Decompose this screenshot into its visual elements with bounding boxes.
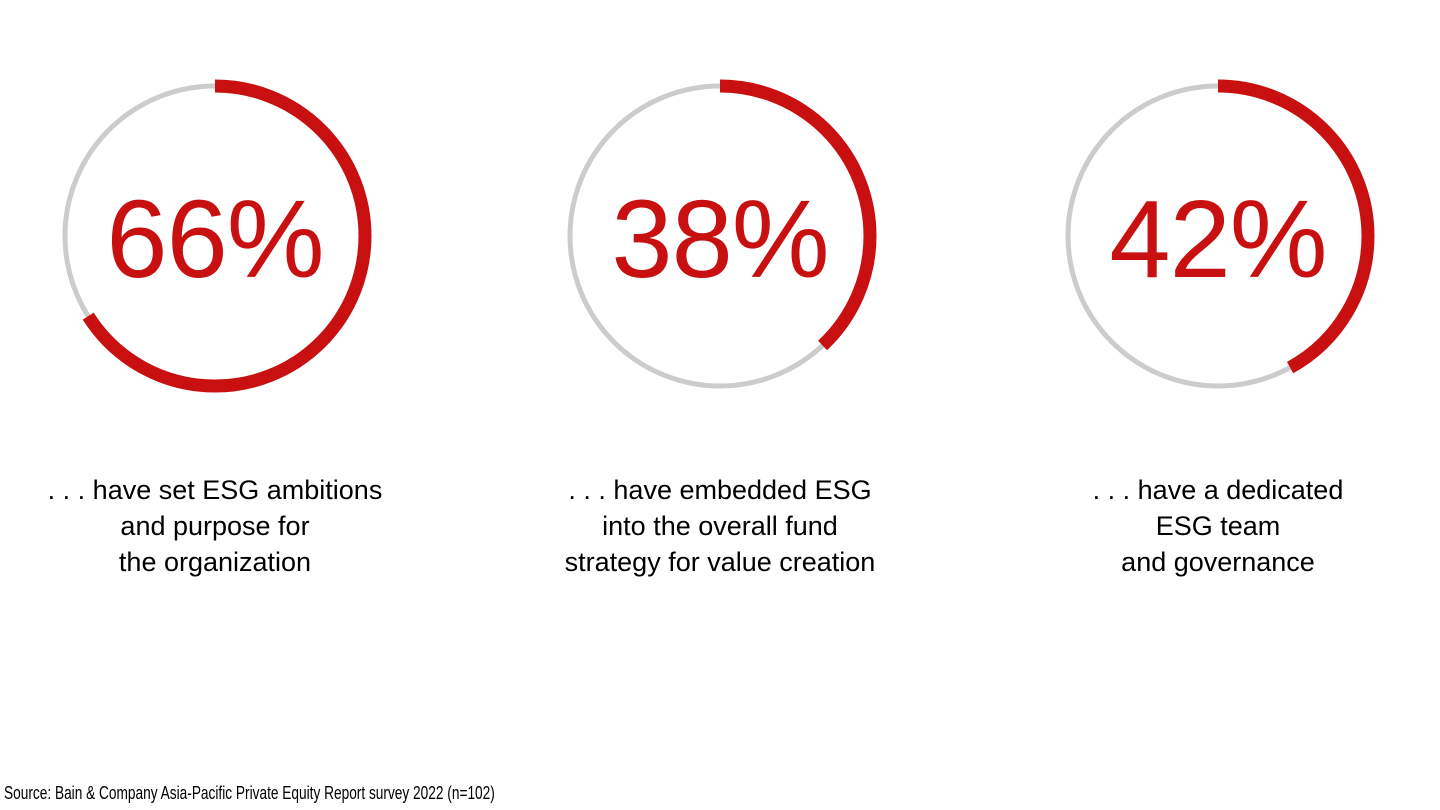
donut-percent-label: 66% (106, 178, 324, 301)
donut-percent-label: 42% (1109, 178, 1327, 301)
donut-svg (1061, 79, 1375, 393)
caption-line: and governance (1121, 547, 1315, 577)
donut-figure-esg-team: 42% . . . have a dedicated ESG team and … (1003, 76, 1433, 580)
donut-caption: . . . have embedded ESG into the overall… (505, 472, 935, 580)
donut-percent-label: 38% (611, 178, 829, 301)
donut-chart: 42% (1058, 76, 1378, 396)
donut-figure-esg-ambitions: 66% . . . have set ESG ambitions and pur… (0, 76, 430, 580)
caption-line: into the overall fund (602, 511, 838, 541)
donut-figure-esg-fund-strategy: 38% . . . have embedded ESG into the ove… (505, 76, 935, 580)
caption-line: strategy for value creation (564, 547, 876, 577)
donut-value-arc (1061, 79, 1375, 393)
donut-caption: . . . have a dedicated ESG team and gove… (1003, 472, 1433, 580)
source-note: Source: Bain & Company Asia-Pacific Priv… (4, 783, 495, 803)
caption-line: . . . have embedded ESG (568, 475, 872, 505)
donut-caption: . . . have set ESG ambitions and purpose… (0, 472, 430, 580)
caption-line: the organization (118, 547, 312, 577)
caption-line: . . . have a dedicated (1092, 475, 1344, 505)
caption-line: ESG team (1155, 511, 1281, 541)
donut-svg (563, 79, 877, 393)
donut-chart: 66% (55, 76, 375, 396)
donut-svg (58, 79, 372, 393)
donut-value-arc (563, 79, 877, 393)
caption-line: . . . have set ESG ambitions (47, 475, 383, 505)
donut-chart: 38% (560, 76, 880, 396)
caption-line: and purpose for (120, 511, 310, 541)
donut-value-arc (58, 79, 372, 393)
